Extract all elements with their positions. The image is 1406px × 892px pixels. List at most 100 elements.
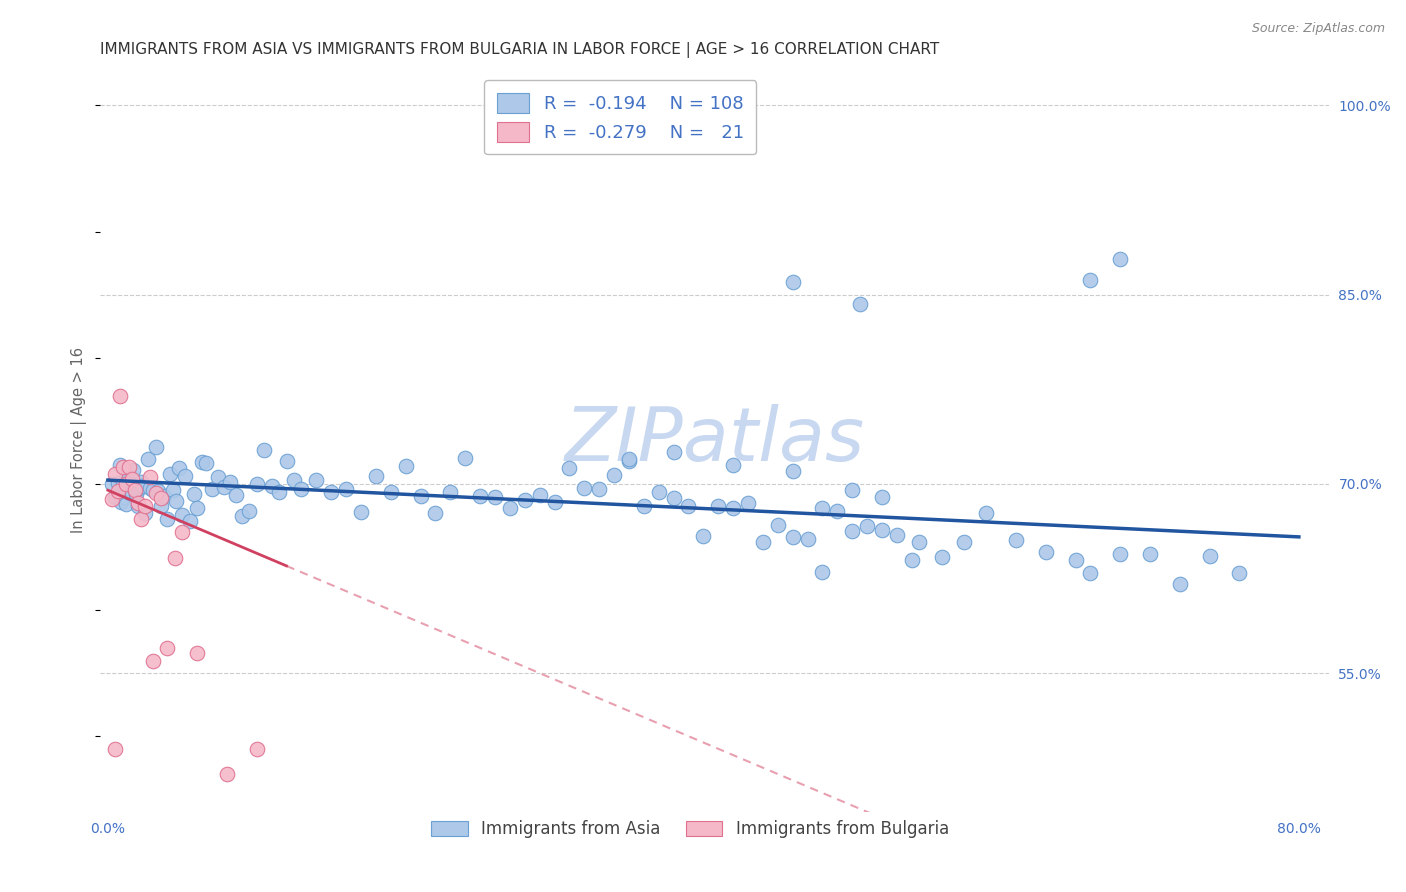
Text: ZIPatlas: ZIPatlas xyxy=(564,404,865,475)
Point xyxy=(678,499,700,513)
Point xyxy=(1080,566,1102,580)
Point xyxy=(267,484,290,499)
Point xyxy=(145,486,167,500)
Point xyxy=(129,512,152,526)
Point xyxy=(246,741,269,756)
Point xyxy=(283,473,305,487)
Point xyxy=(931,550,953,565)
Point xyxy=(104,467,127,482)
Point xyxy=(513,492,536,507)
Point xyxy=(138,470,160,484)
Point xyxy=(1109,547,1132,561)
Point xyxy=(782,275,804,289)
Point xyxy=(219,475,242,489)
Point xyxy=(141,653,163,667)
Point xyxy=(153,489,176,503)
Point xyxy=(104,490,127,504)
Point xyxy=(558,460,581,475)
Point xyxy=(207,470,229,484)
Point xyxy=(662,445,685,459)
Point xyxy=(159,467,181,482)
Point xyxy=(101,476,124,491)
Point xyxy=(290,482,312,496)
Point xyxy=(131,479,153,493)
Point xyxy=(195,457,218,471)
Point xyxy=(468,489,491,503)
Point xyxy=(162,483,184,498)
Point xyxy=(1005,533,1028,548)
Point xyxy=(574,481,596,495)
Point xyxy=(134,506,156,520)
Point xyxy=(125,487,148,501)
Point xyxy=(276,454,298,468)
Point xyxy=(111,476,134,491)
Point xyxy=(901,552,924,566)
Point xyxy=(183,487,205,501)
Point xyxy=(148,483,170,498)
Point xyxy=(138,481,160,495)
Point xyxy=(124,481,146,495)
Point xyxy=(212,480,235,494)
Point xyxy=(1168,577,1191,591)
Point xyxy=(707,499,730,513)
Point xyxy=(870,490,893,504)
Point xyxy=(253,442,276,457)
Point xyxy=(150,491,173,505)
Point xyxy=(101,492,124,507)
Point xyxy=(172,508,194,523)
Point xyxy=(796,532,818,546)
Point xyxy=(766,517,789,532)
Point xyxy=(231,509,253,524)
Point xyxy=(827,504,849,518)
Point xyxy=(141,483,163,497)
Point xyxy=(721,501,744,516)
Point xyxy=(112,490,135,504)
Legend: Immigrants from Asia, Immigrants from Bulgaria: Immigrants from Asia, Immigrants from Bu… xyxy=(425,814,956,845)
Point xyxy=(811,565,834,579)
Point xyxy=(156,511,179,525)
Point xyxy=(1080,272,1102,286)
Point xyxy=(439,484,461,499)
Point xyxy=(841,524,863,538)
Point xyxy=(692,529,714,543)
Point xyxy=(364,469,387,483)
Point xyxy=(588,482,610,496)
Point xyxy=(145,440,167,454)
Point xyxy=(603,467,626,482)
Point xyxy=(165,494,187,508)
Point xyxy=(721,458,744,472)
Point xyxy=(752,535,775,549)
Point xyxy=(150,499,173,513)
Text: IMMIGRANTS FROM ASIA VS IMMIGRANTS FROM BULGARIA IN LABOR FORCE | AGE > 16 CORRE: IMMIGRANTS FROM ASIA VS IMMIGRANTS FROM … xyxy=(100,42,939,58)
Point xyxy=(108,458,131,472)
Point xyxy=(617,451,640,466)
Point xyxy=(215,767,238,781)
Point xyxy=(129,475,152,489)
Point xyxy=(848,296,870,310)
Point xyxy=(1064,553,1087,567)
Y-axis label: In Labor Force | Age > 16: In Labor Force | Age > 16 xyxy=(72,347,87,533)
Point xyxy=(118,467,141,482)
Point xyxy=(1198,549,1220,563)
Point xyxy=(186,646,208,660)
Point xyxy=(136,451,159,466)
Point xyxy=(1227,566,1250,581)
Point xyxy=(128,481,150,495)
Point xyxy=(118,459,141,474)
Point xyxy=(114,497,136,511)
Point xyxy=(305,473,328,487)
Point xyxy=(380,484,402,499)
Point xyxy=(908,534,931,549)
Point xyxy=(114,476,136,491)
Point xyxy=(169,460,191,475)
Point xyxy=(811,501,834,516)
Point xyxy=(394,458,416,473)
Point xyxy=(870,524,893,538)
Point xyxy=(156,640,179,655)
Point xyxy=(856,519,879,533)
Point xyxy=(974,506,997,520)
Point xyxy=(1139,547,1161,561)
Point xyxy=(350,505,373,519)
Point xyxy=(108,389,131,403)
Point xyxy=(335,482,357,496)
